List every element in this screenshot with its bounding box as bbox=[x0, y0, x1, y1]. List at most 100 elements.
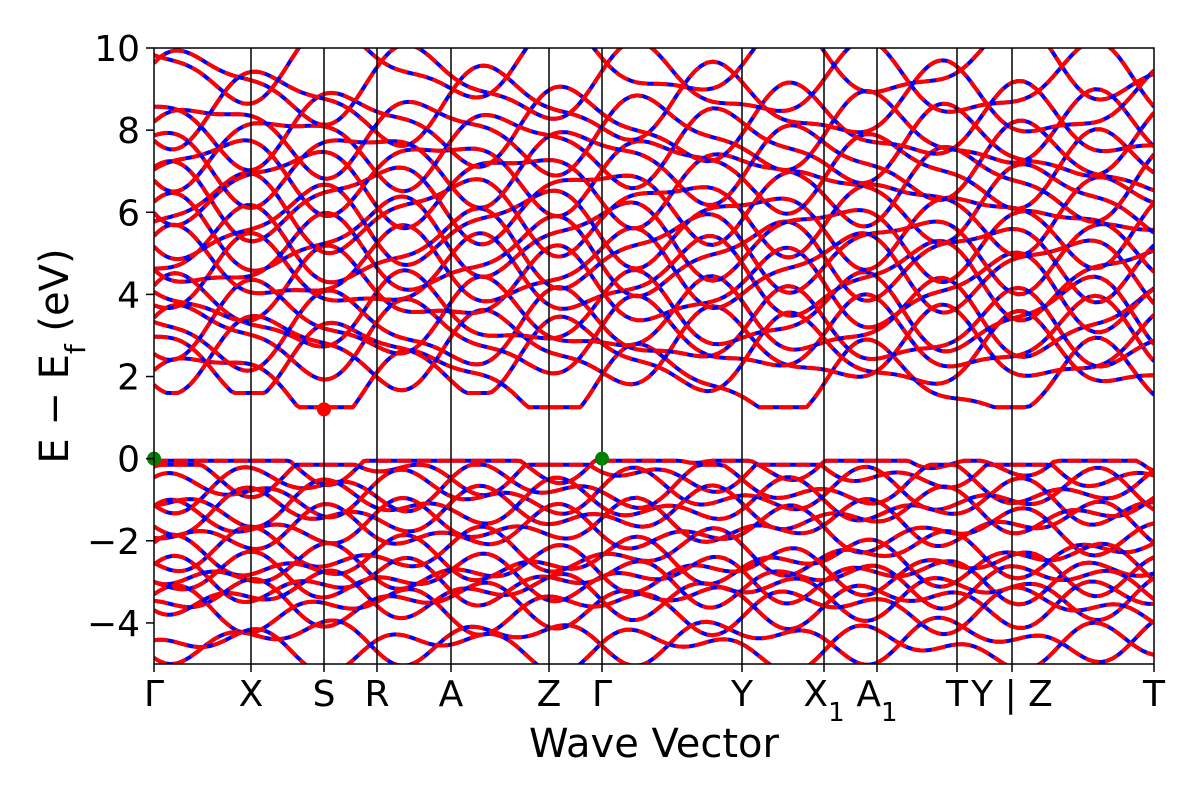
band-spin-up bbox=[323, 167, 379, 219]
band-spin-up bbox=[376, 253, 453, 302]
band-spin-up bbox=[548, 293, 603, 311]
band-spin-up bbox=[154, 334, 251, 395]
band-spin-up bbox=[154, 524, 252, 574]
x-tick-label-main: Y | Z bbox=[970, 674, 1053, 715]
band-spin-up bbox=[740, 284, 826, 334]
band-spin-up bbox=[375, 147, 452, 171]
band-spin-up bbox=[362, 48, 379, 60]
band-spin-up bbox=[250, 114, 325, 181]
band-spin-up bbox=[740, 568, 826, 606]
band-spin-up bbox=[823, 487, 878, 506]
band-spin-up bbox=[955, 463, 1013, 506]
band-spin-up bbox=[548, 475, 604, 509]
band-spin-up bbox=[741, 332, 826, 368]
band-spin-up bbox=[250, 322, 324, 349]
band-spin-up bbox=[956, 251, 1013, 289]
band-spin-up bbox=[740, 80, 825, 128]
band-spin-up bbox=[1011, 201, 1154, 271]
band-spin-up bbox=[876, 337, 958, 361]
band-spin-up bbox=[600, 106, 744, 191]
band-spin-up bbox=[154, 314, 252, 395]
band-spin-up bbox=[600, 293, 743, 361]
band-spin-up bbox=[740, 134, 826, 173]
band-spin-up bbox=[154, 159, 252, 244]
band-spin-up bbox=[876, 238, 959, 276]
band-spin-up bbox=[450, 177, 551, 256]
band-spin-up bbox=[600, 281, 744, 323]
band-spin-up bbox=[250, 92, 325, 173]
band-spin-up bbox=[1011, 560, 1154, 607]
band-spin-up bbox=[548, 554, 604, 571]
band-spin-up bbox=[601, 555, 744, 582]
band-spin-up bbox=[345, 638, 379, 664]
band-spin-up bbox=[876, 468, 958, 512]
band-spin-up bbox=[450, 116, 550, 177]
band-spin-up bbox=[576, 641, 604, 664]
band-spin-up bbox=[740, 299, 825, 352]
band-spin-up bbox=[1011, 579, 1154, 630]
band-spin-up bbox=[876, 503, 958, 518]
band-spin-up bbox=[375, 291, 452, 314]
band-spin-up bbox=[875, 92, 958, 153]
band-spin-up bbox=[154, 277, 252, 362]
band-spin-up bbox=[822, 565, 878, 584]
band-spin-up bbox=[154, 627, 252, 649]
band-spin-up bbox=[876, 462, 958, 506]
band-spin-up bbox=[876, 219, 959, 235]
band-spin-up bbox=[956, 458, 1013, 475]
band-spin-up bbox=[822, 107, 878, 145]
band-spin-up bbox=[875, 340, 958, 401]
y-tick-label: 10 bbox=[94, 29, 140, 70]
band-spin-up bbox=[956, 560, 1013, 606]
band-spin-down bbox=[345, 638, 379, 664]
band-spin-up bbox=[1035, 620, 1154, 664]
cbm-marker bbox=[317, 402, 331, 417]
band-spin-up bbox=[822, 228, 879, 272]
band-spin-up bbox=[601, 467, 744, 494]
band-spin-up bbox=[323, 290, 379, 349]
band-spin-up bbox=[376, 165, 453, 220]
band-spin-up bbox=[876, 484, 958, 524]
band-spin-up bbox=[822, 336, 878, 375]
kpoint-lines bbox=[250, 48, 1013, 664]
band-spin-up bbox=[376, 109, 453, 153]
band-spin-up bbox=[250, 522, 325, 544]
x-tick-label-main: Y bbox=[730, 674, 754, 715]
band-spin-up bbox=[740, 251, 826, 296]
band-spin-up bbox=[600, 341, 744, 394]
band-spin-up bbox=[548, 84, 604, 115]
band-spin-up bbox=[375, 495, 453, 532]
band-spin-up bbox=[601, 591, 744, 638]
band-spin-up bbox=[600, 185, 744, 220]
x-tick-label-main: T bbox=[1142, 674, 1166, 715]
band-spin-up bbox=[823, 176, 878, 193]
band-spin-up bbox=[450, 288, 551, 367]
band-spin-up bbox=[1011, 313, 1154, 378]
x-tick-label: Γ bbox=[144, 674, 164, 715]
band-spin-up bbox=[875, 302, 959, 373]
band-spin-up bbox=[250, 502, 325, 551]
band-spin-up bbox=[740, 555, 825, 570]
band-spin-up bbox=[956, 148, 1013, 165]
band-spin-up bbox=[375, 48, 453, 78]
band-spin-up bbox=[740, 80, 826, 136]
band-spin-up bbox=[449, 274, 551, 339]
band-spin-up bbox=[875, 101, 959, 180]
band-spin-up bbox=[600, 241, 743, 299]
band-spin-up bbox=[1011, 465, 1154, 512]
x-tick-label: X1 bbox=[803, 674, 844, 728]
band-spin-up bbox=[740, 176, 826, 216]
band-spin-down bbox=[822, 48, 852, 81]
band-spin-up bbox=[548, 217, 604, 259]
band-spin-up bbox=[823, 563, 878, 583]
band-spin-up bbox=[548, 324, 604, 376]
band-spin-up bbox=[1011, 162, 1154, 235]
band-spin-down bbox=[741, 642, 826, 664]
band-spin-up bbox=[822, 637, 878, 664]
band-spin-up bbox=[548, 70, 604, 121]
band-spin-up bbox=[741, 78, 826, 113]
band-spin-up bbox=[741, 576, 826, 595]
band-spin-up bbox=[1011, 248, 1154, 323]
band-spin-up bbox=[955, 80, 1013, 148]
band-spin-up bbox=[600, 627, 743, 649]
